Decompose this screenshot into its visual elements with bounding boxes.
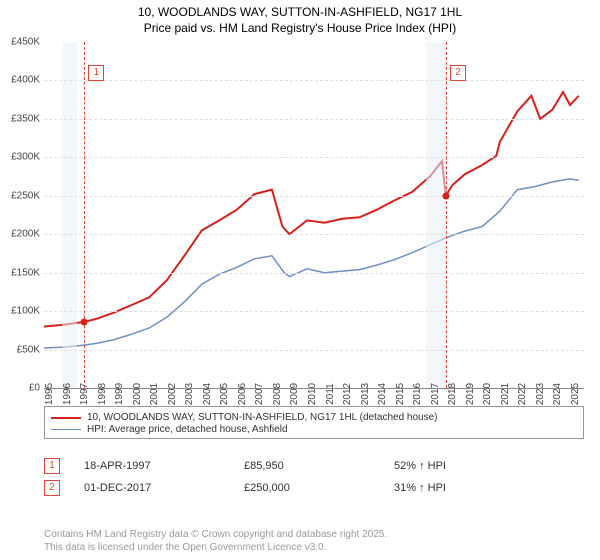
- x-axis-label: 2006: [237, 383, 248, 405]
- row-marker: 1: [44, 458, 60, 474]
- event-vline: [446, 42, 447, 388]
- shaded-band: [426, 42, 446, 388]
- row-date: 18-APR-1997: [84, 460, 244, 472]
- x-axis-label: 1998: [97, 383, 108, 405]
- row-delta: 52% ↑ HPI: [394, 460, 514, 472]
- x-axis-label: 2003: [184, 383, 195, 405]
- gridline: [44, 196, 584, 197]
- x-axis-label: 2018: [447, 383, 458, 405]
- row-marker: 2: [44, 480, 60, 496]
- series-hpi: [44, 179, 579, 348]
- row-price: £250,000: [244, 482, 394, 494]
- x-axis-label: 2016: [412, 383, 423, 405]
- table-row: 1 18-APR-1997 £85,950 52% ↑ HPI: [44, 458, 584, 474]
- x-axis-label: 2002: [167, 383, 178, 405]
- x-axis-label: 1996: [62, 383, 73, 405]
- x-axis-label: 2007: [254, 383, 265, 405]
- y-axis-label: £200K: [0, 229, 40, 240]
- gridline: [44, 234, 584, 235]
- legend-item: HPI: Average price, detached house, Ashf…: [51, 424, 577, 435]
- legend: 10, WOODLANDS WAY, SUTTON-IN-ASHFIELD, N…: [44, 406, 584, 439]
- row-date: 01-DEC-2017: [84, 482, 244, 494]
- legend-label: 10, WOODLANDS WAY, SUTTON-IN-ASHFIELD, N…: [87, 412, 437, 423]
- x-axis-label: 2023: [535, 383, 546, 405]
- transactions-table: 1 18-APR-1997 £85,950 52% ↑ HPI 2 01-DEC…: [44, 452, 584, 496]
- footer-line1: Contains HM Land Registry data © Crown c…: [44, 529, 584, 542]
- event-marker-box: 1: [88, 65, 104, 81]
- gridline: [44, 350, 584, 351]
- y-axis-label: £100K: [0, 306, 40, 317]
- series-price_paid: [44, 92, 579, 327]
- sale-point: [81, 318, 88, 325]
- legend-swatch: [51, 429, 81, 430]
- y-axis-label: £50K: [0, 344, 40, 355]
- chart-container: 10, WOODLANDS WAY, SUTTON-IN-ASHFIELD, N…: [0, 0, 600, 560]
- x-axis-label: 2020: [482, 383, 493, 405]
- title-line2: Price paid vs. HM Land Registry's House …: [0, 20, 600, 36]
- x-axis-label: 2001: [149, 383, 160, 405]
- y-axis-label: £400K: [0, 75, 40, 86]
- y-axis-label: £250K: [0, 190, 40, 201]
- title-line1: 10, WOODLANDS WAY, SUTTON-IN-ASHFIELD, N…: [0, 4, 600, 20]
- x-axis-label: 2025: [570, 383, 581, 405]
- row-delta: 31% ↑ HPI: [394, 482, 514, 494]
- x-axis-label: 2019: [465, 383, 476, 405]
- x-axis-label: 2024: [552, 383, 563, 405]
- sale-point: [442, 192, 449, 199]
- table-row: 2 01-DEC-2017 £250,000 31% ↑ HPI: [44, 480, 584, 496]
- row-price: £85,950: [244, 460, 394, 472]
- x-axis-label: 2008: [272, 383, 283, 405]
- x-axis-label: 1995: [44, 383, 55, 405]
- y-axis-label: £450K: [0, 37, 40, 48]
- y-axis-label: £300K: [0, 152, 40, 163]
- x-axis-label: 2013: [360, 383, 371, 405]
- x-axis-label: 2015: [395, 383, 406, 405]
- legend-swatch: [51, 417, 81, 419]
- shaded-band: [62, 42, 78, 388]
- chart-title: 10, WOODLANDS WAY, SUTTON-IN-ASHFIELD, N…: [0, 0, 600, 36]
- gridline: [44, 311, 584, 312]
- x-axis-label: 2011: [325, 383, 336, 405]
- legend-item: 10, WOODLANDS WAY, SUTTON-IN-ASHFIELD, N…: [51, 412, 577, 423]
- gridline: [44, 80, 584, 81]
- gridline: [44, 119, 584, 120]
- x-axis-label: 1999: [114, 383, 125, 405]
- gridline: [44, 273, 584, 274]
- plot-area: 12: [44, 42, 584, 389]
- footer-line2: This data is licensed under the Open Gov…: [44, 542, 584, 555]
- x-axis-label: 2017: [430, 383, 441, 405]
- x-axis-label: 2009: [289, 383, 300, 405]
- x-axis-label: 2021: [500, 383, 511, 405]
- x-axis-label: 2012: [342, 383, 353, 405]
- event-vline: [84, 42, 85, 388]
- y-axis-label: £350K: [0, 113, 40, 124]
- gridline: [44, 157, 584, 158]
- event-marker-box: 2: [450, 65, 466, 81]
- x-axis-label: 2004: [202, 383, 213, 405]
- x-axis-label: 2022: [517, 383, 528, 405]
- y-axis-label: £0: [0, 383, 40, 394]
- legend-label: HPI: Average price, detached house, Ashf…: [87, 424, 288, 435]
- x-axis-label: 2014: [377, 383, 388, 405]
- x-axis-label: 1997: [79, 383, 90, 405]
- x-axis-label: 2000: [132, 383, 143, 405]
- line-series-svg: [44, 42, 584, 388]
- x-axis-label: 2005: [219, 383, 230, 405]
- x-axis-label: 2010: [307, 383, 318, 405]
- footer-attribution: Contains HM Land Registry data © Crown c…: [44, 529, 584, 554]
- y-axis-label: £150K: [0, 267, 40, 278]
